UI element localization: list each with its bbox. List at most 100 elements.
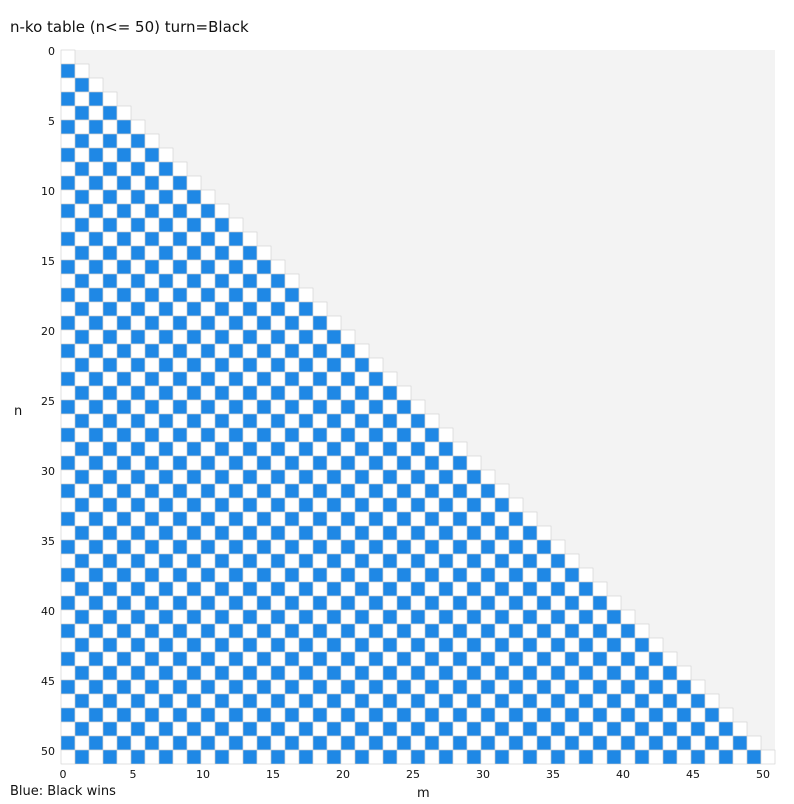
cell-other — [256, 749, 272, 765]
cell-black-wins — [466, 581, 482, 597]
cell-other — [326, 343, 342, 359]
cell-other — [508, 665, 524, 681]
cell-black-wins — [60, 455, 76, 471]
cell-black-wins — [452, 623, 468, 639]
cell-black-wins — [340, 427, 356, 443]
cell-other — [550, 735, 566, 751]
cell-black-wins — [242, 525, 258, 541]
cell-other — [676, 721, 692, 737]
cell-other — [158, 483, 174, 499]
cell-black-wins — [410, 749, 426, 765]
cell-black-wins — [88, 147, 104, 163]
cell-black-wins — [578, 609, 594, 625]
cell-black-wins — [410, 665, 426, 681]
cell-black-wins — [74, 329, 90, 345]
cell-other — [270, 735, 286, 751]
cell-black-wins — [74, 693, 90, 709]
cell-black-wins — [172, 651, 188, 667]
cell-black-wins — [256, 399, 272, 415]
cell-black-wins — [368, 455, 384, 471]
cell-black-wins — [270, 525, 286, 541]
cell-black-wins — [326, 329, 342, 345]
cell-black-wins — [172, 455, 188, 471]
cell-black-wins — [116, 203, 132, 219]
cell-black-wins — [158, 525, 174, 541]
x-tick-label: 40 — [616, 768, 630, 781]
cell-other — [480, 749, 496, 765]
cell-other — [88, 441, 104, 457]
cell-black-wins — [242, 497, 258, 513]
cell-other — [130, 427, 146, 443]
cell-other — [326, 539, 342, 555]
cell-black-wins — [214, 637, 230, 653]
cell-black-wins — [242, 357, 258, 373]
cell-black-wins — [60, 147, 76, 163]
cell-other — [480, 665, 496, 681]
cell-other — [200, 581, 216, 597]
cell-black-wins — [718, 749, 734, 765]
cell-black-wins — [228, 595, 244, 611]
cell-black-wins — [690, 721, 706, 737]
cell-black-wins — [214, 245, 230, 261]
cell-other — [312, 749, 328, 765]
cell-black-wins — [354, 553, 370, 569]
cell-black-wins — [424, 483, 440, 499]
cell-black-wins — [158, 217, 174, 233]
cell-other — [130, 595, 146, 611]
cell-other — [102, 259, 118, 275]
cell-other — [648, 637, 664, 653]
y-tick-label: 30 — [41, 465, 55, 478]
cell-other — [102, 147, 118, 163]
cell-other — [102, 371, 118, 387]
cell-black-wins — [116, 735, 132, 751]
cell-other — [284, 497, 300, 513]
cell-other — [242, 371, 258, 387]
cell-black-wins — [242, 385, 258, 401]
cell-black-wins — [242, 469, 258, 485]
cell-black-wins — [270, 609, 286, 625]
cell-black-wins — [550, 665, 566, 681]
cell-black-wins — [494, 721, 510, 737]
cell-black-wins — [326, 721, 342, 737]
cell-other — [606, 651, 622, 667]
cell-black-wins — [452, 735, 468, 751]
cell-other — [396, 441, 412, 457]
cell-other — [578, 567, 594, 583]
cell-other — [144, 329, 160, 345]
cell-black-wins — [214, 441, 230, 457]
cell-other — [396, 553, 412, 569]
cell-black-wins — [102, 133, 118, 149]
cell-black-wins — [312, 623, 328, 639]
cell-black-wins — [354, 693, 370, 709]
cell-black-wins — [214, 469, 230, 485]
cell-other — [144, 161, 160, 177]
cell-other — [60, 105, 76, 121]
cell-other — [396, 525, 412, 541]
cell-other — [298, 315, 314, 331]
cell-other — [326, 455, 342, 471]
cell-other — [564, 637, 580, 653]
cell-other — [522, 707, 538, 723]
cell-other — [172, 329, 188, 345]
cell-black-wins — [410, 609, 426, 625]
cell-other — [60, 441, 76, 457]
cell-other — [438, 623, 454, 639]
cell-other — [452, 497, 468, 513]
cell-other — [494, 483, 510, 499]
cell-black-wins — [74, 413, 90, 429]
cell-other — [144, 665, 160, 681]
cell-black-wins — [662, 665, 678, 681]
cell-other — [186, 231, 202, 247]
cell-other — [200, 329, 216, 345]
cell-black-wins — [634, 665, 650, 681]
cell-black-wins — [606, 637, 622, 653]
cell-other — [284, 553, 300, 569]
cell-black-wins — [298, 385, 314, 401]
cell-other — [410, 595, 426, 611]
cell-black-wins — [88, 539, 104, 555]
cell-black-wins — [144, 539, 160, 555]
cell-black-wins — [88, 315, 104, 331]
cell-other — [228, 469, 244, 485]
cell-other — [88, 133, 104, 149]
